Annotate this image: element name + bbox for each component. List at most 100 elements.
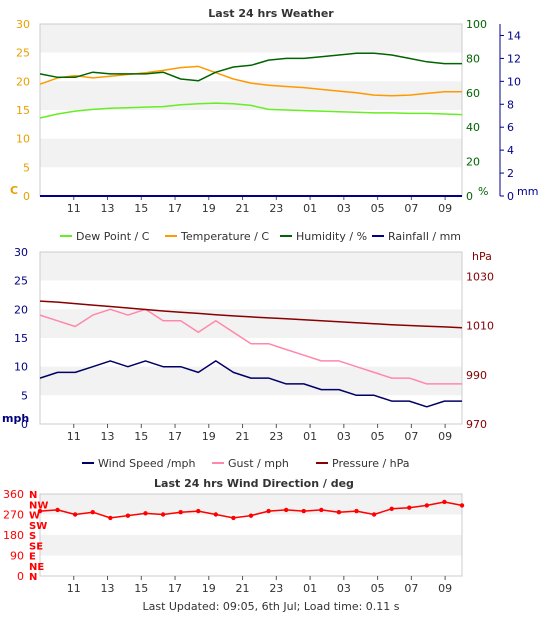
chart1-x-tick-label: 11 bbox=[67, 202, 81, 215]
chart2-x-tick-label: 15 bbox=[134, 430, 148, 443]
chart1-right1-tick: 20 bbox=[466, 156, 480, 169]
chart1-x-tick-label: 23 bbox=[269, 202, 283, 215]
chart1-band bbox=[40, 167, 462, 196]
chart2-left-axis-label: mph bbox=[2, 412, 29, 425]
chart1-right2-tick: 2 bbox=[507, 167, 514, 180]
chart1-x-tick-label: 15 bbox=[134, 202, 148, 215]
chart1-left-tick: 30 bbox=[16, 18, 30, 31]
chart1-right2-tick: 10 bbox=[507, 75, 521, 88]
chart1-right2-axis-label: mm bbox=[517, 185, 538, 198]
chart3-left-tick: 270 bbox=[3, 509, 24, 522]
chart3-compass-tick: N bbox=[29, 572, 37, 583]
chart3-left-tick: 180 bbox=[3, 529, 24, 542]
chart3-x-tick-label: 21 bbox=[236, 582, 250, 595]
chart2-x-tick-label: 23 bbox=[269, 430, 283, 443]
chart3-band bbox=[40, 535, 462, 556]
chart1-right1-tick: 60 bbox=[466, 87, 480, 100]
chart3-left-tick: 90 bbox=[10, 550, 24, 563]
chart1-left-tick: 0 bbox=[23, 190, 30, 203]
chart2-band bbox=[40, 280, 462, 310]
chart3-x-tick-label: 23 bbox=[269, 582, 283, 595]
chart1-right2-tick: 6 bbox=[507, 121, 514, 134]
chart3-compass-tick: W bbox=[29, 511, 40, 522]
chart2-band bbox=[40, 338, 462, 367]
chart2-frame bbox=[39, 251, 463, 425]
chart2-right-axis-label: hPa bbox=[472, 250, 492, 263]
chart1-right1-tick: 40 bbox=[466, 121, 480, 134]
chart3-left-tick: 0 bbox=[17, 570, 24, 583]
chart3-x-tick-label: 09 bbox=[438, 582, 452, 595]
chart2-x-tick-label: 01 bbox=[303, 430, 317, 443]
chart2-x-tick-label: 05 bbox=[371, 430, 385, 443]
chart2-right-tick: 970 bbox=[466, 418, 487, 431]
chart2-legend-label: Pressure / hPa bbox=[332, 457, 410, 470]
chart2-legend-label: Wind Speed /mph bbox=[98, 457, 196, 470]
chart3-x-tick-label: 19 bbox=[202, 582, 216, 595]
chart2-band bbox=[40, 309, 462, 338]
chart2-left-tick: 15 bbox=[14, 332, 28, 345]
chart1-x-tick-label: 17 bbox=[168, 202, 182, 215]
chart1-band bbox=[40, 138, 462, 168]
chart2-band bbox=[40, 395, 462, 424]
chart2-x-tick-label: 09 bbox=[438, 430, 452, 443]
chart1-x-tick-label: 03 bbox=[337, 202, 351, 215]
chart2-series-2 bbox=[39, 300, 463, 329]
chart3-frame bbox=[39, 493, 463, 577]
chart1-right1-tick: 0 bbox=[466, 190, 473, 203]
chart3-x-tick-label: 03 bbox=[337, 582, 351, 595]
chart2-right-tick: 1010 bbox=[466, 320, 494, 333]
chart1-legend-label: Humidity / % bbox=[296, 230, 367, 243]
chart2-x-tick-label: 03 bbox=[337, 430, 351, 443]
chart3-x-tick-label: 11 bbox=[67, 582, 81, 595]
chart3-series-line bbox=[39, 501, 463, 519]
chart2-x-tick-label: 21 bbox=[236, 430, 250, 443]
chart1-legend-label: Dew Point / C bbox=[76, 230, 150, 243]
chart1-x-tick-label: 09 bbox=[438, 202, 452, 215]
chart3-x-tick-label: 17 bbox=[168, 582, 182, 595]
chart3-left-tick: 360 bbox=[3, 488, 24, 501]
chart1-x-tick-label: 01 bbox=[303, 202, 317, 215]
chart1-x-tick-label: 13 bbox=[101, 202, 115, 215]
chart2-series-0 bbox=[39, 360, 462, 408]
chart3-compass-tick: S bbox=[29, 531, 36, 542]
chart3-compass-tick: N bbox=[29, 490, 37, 501]
chart3-x-tick-label: 07 bbox=[404, 582, 418, 595]
chart2-x-tick-label: 13 bbox=[101, 430, 115, 443]
chart2-x-tick-label: 19 bbox=[202, 430, 216, 443]
chart1-right1-axis-label: % bbox=[478, 185, 488, 198]
chart1-x-tick-label: 07 bbox=[404, 202, 418, 215]
chart1-band bbox=[40, 24, 462, 53]
chart1-right2-tick: 4 bbox=[507, 144, 514, 157]
chart3-band bbox=[40, 494, 462, 515]
chart2-left-tick: 20 bbox=[14, 303, 28, 316]
chart2-left-tick: 5 bbox=[21, 389, 28, 402]
chart2-left-tick: 30 bbox=[14, 246, 28, 259]
chart1-legend-label: Rainfall / mm bbox=[388, 230, 461, 243]
chart2-x-tick-label: 11 bbox=[67, 430, 81, 443]
chart3-compass-tick: NE bbox=[29, 562, 44, 573]
chart2-band bbox=[40, 252, 462, 281]
chart1-right2-tick: 14 bbox=[507, 29, 521, 42]
chart1-left-tick: 5 bbox=[23, 161, 30, 174]
chart1-series-1 bbox=[39, 65, 462, 97]
chart1-legend-label: Temperature / C bbox=[180, 230, 269, 243]
chart1-series-2 bbox=[39, 52, 462, 82]
chart3-band bbox=[40, 514, 462, 535]
chart3-compass-tick: SE bbox=[29, 541, 43, 552]
chart1-x-tick-label: 05 bbox=[371, 202, 385, 215]
chart1-left-tick: 10 bbox=[16, 133, 30, 146]
chart2-x-tick-label: 07 bbox=[404, 430, 418, 443]
chart1-left-tick: 15 bbox=[16, 104, 30, 117]
chart3-band bbox=[40, 555, 462, 576]
chart2-legend-label: Gust / mph bbox=[228, 457, 289, 470]
chart1-band bbox=[40, 110, 462, 139]
chart2-series-1 bbox=[39, 308, 462, 385]
chart1-right2-tick: 8 bbox=[507, 98, 514, 111]
chart3-x-tick-label: 01 bbox=[303, 582, 317, 595]
chart3-x-tick-label: 13 bbox=[101, 582, 115, 595]
chart2-right-tick: 1030 bbox=[466, 271, 494, 284]
chart2-left-tick: 0 bbox=[21, 418, 28, 431]
chart3-compass-tick: SW bbox=[29, 521, 47, 532]
chart1-left-axis-label: C bbox=[10, 184, 18, 197]
